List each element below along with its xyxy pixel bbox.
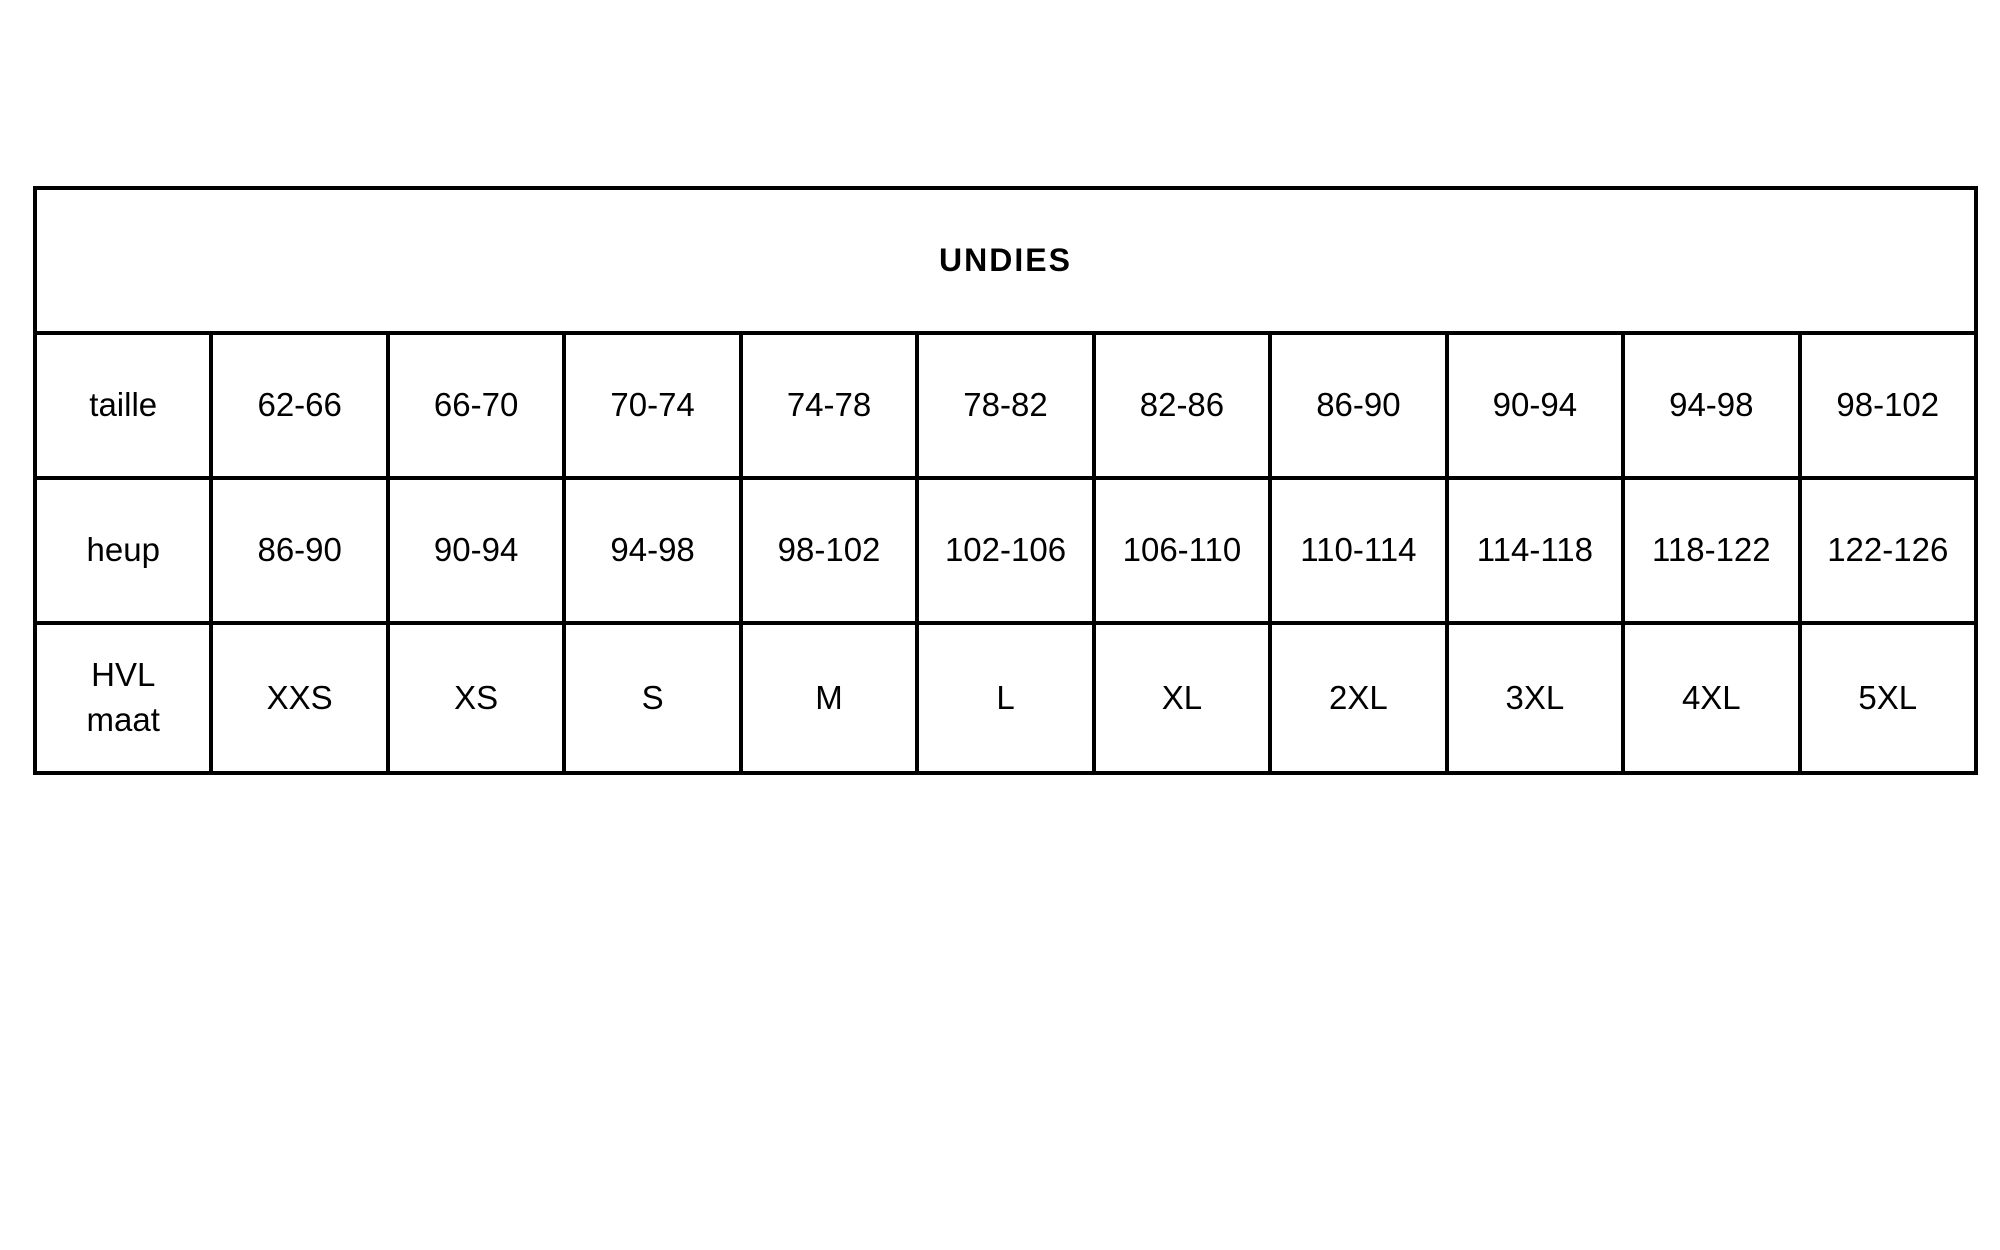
table-cell: 74-78 xyxy=(738,331,920,480)
row-label: HVL maat xyxy=(32,621,214,775)
table-cell: 5XL xyxy=(1797,621,1979,775)
table-cell: 2XL xyxy=(1268,621,1449,775)
table-row-heup: heup 86-90 90-94 94-98 98-102 102-106 10… xyxy=(32,476,1979,625)
table-cell: 98-102 xyxy=(1797,331,1979,480)
table-cell: XL xyxy=(1091,621,1273,775)
table-cell: 70-74 xyxy=(562,331,743,480)
table-cell: 118-122 xyxy=(1621,476,1802,625)
table-cell: S xyxy=(562,621,743,775)
table-cell: 110-114 xyxy=(1268,476,1449,625)
table-cell: 62-66 xyxy=(209,331,390,480)
size-chart-table: UNDIES taille 62-66 66-70 70-74 74-78 78… xyxy=(32,186,1979,775)
table-cell: 106-110 xyxy=(1091,476,1273,625)
table-cell: 122-126 xyxy=(1797,476,1979,625)
table-cell: XXS xyxy=(209,621,390,775)
table-cell: M xyxy=(738,621,920,775)
table-cell: 90-94 xyxy=(385,476,567,625)
table-cell: 86-90 xyxy=(209,476,390,625)
table-row-taille: taille 62-66 66-70 70-74 74-78 78-82 82-… xyxy=(32,331,1979,480)
table-cell: 90-94 xyxy=(1444,331,1626,480)
table-cell: XS xyxy=(385,621,567,775)
table-cell: 102-106 xyxy=(915,476,1096,625)
table-cell: 86-90 xyxy=(1268,331,1449,480)
row-label-line: maat xyxy=(86,701,160,738)
table-cell: 114-118 xyxy=(1444,476,1626,625)
table-cell: 3XL xyxy=(1444,621,1626,775)
table-cell: 82-86 xyxy=(1091,331,1273,480)
table-cell: 94-98 xyxy=(562,476,743,625)
table-cell: 4XL xyxy=(1621,621,1802,775)
table-cell: 78-82 xyxy=(915,331,1096,480)
table-cell: 98-102 xyxy=(738,476,920,625)
table-cell: 66-70 xyxy=(385,331,567,480)
table-row-hvl-maat: HVL maat XXS XS S M L XL 2XL 3XL 4XL 5XL xyxy=(32,621,1979,775)
row-label: heup xyxy=(32,476,214,625)
table-cell: 94-98 xyxy=(1621,331,1802,480)
table-title: UNDIES xyxy=(33,186,1978,335)
table-cell: L xyxy=(915,621,1096,775)
row-label: taille xyxy=(32,331,214,480)
row-label-line: HVL xyxy=(91,656,156,694)
